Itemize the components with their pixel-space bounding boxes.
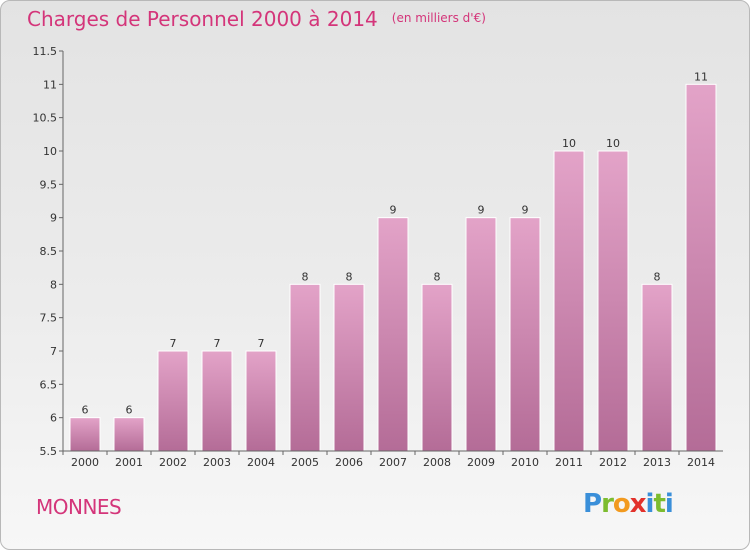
bar-2003 xyxy=(201,350,233,452)
y-tick-label: 6.5 xyxy=(40,378,58,391)
data-label-2001: 6 xyxy=(126,404,133,417)
bar-2001 xyxy=(113,417,145,452)
chart-title-text: Charges de Personnel 2000 à 2014 xyxy=(27,7,378,31)
x-tick-label: 2006 xyxy=(335,456,363,469)
bar-2008 xyxy=(421,283,453,452)
x-tick-label: 2012 xyxy=(599,456,627,469)
bar-2007 xyxy=(377,217,409,452)
y-tick-label: 6 xyxy=(50,412,57,425)
y-tick-label: 10.5 xyxy=(33,112,58,125)
x-tick-label: 2010 xyxy=(511,456,539,469)
x-tick-label: 2000 xyxy=(71,456,99,469)
y-tick-label: 9.5 xyxy=(40,178,58,191)
x-tick-label: 2005 xyxy=(291,456,319,469)
x-tick-label: 2002 xyxy=(159,456,187,469)
x-tick-label: 2003 xyxy=(203,456,231,469)
axes-group: 2000 2001 2002 2003 2004 2005 2006 2007 2008 2009… xyxy=(33,45,723,469)
proxiti-logo: Proxiti xyxy=(583,489,674,519)
data-label-2003: 7 xyxy=(214,337,221,350)
bar-2000 xyxy=(69,417,101,452)
x-tick-label: 2013 xyxy=(643,456,671,469)
y-tick-label: 9 xyxy=(50,212,57,225)
data-label-2010: 9 xyxy=(522,204,529,217)
data-label-2006: 8 xyxy=(346,270,353,283)
commune-name: MONNES xyxy=(36,495,122,519)
x-tick-label: 2004 xyxy=(247,456,275,469)
bars-group: 6 6 7 7 7 8 8 9 8 9 9 10 10 8 11 xyxy=(69,70,717,452)
data-label-2012: 10 xyxy=(606,137,620,150)
data-label-2011: 10 xyxy=(562,137,576,150)
bar-2010 xyxy=(509,217,541,452)
bar-2011 xyxy=(553,150,585,452)
data-label-2009: 9 xyxy=(478,204,485,217)
bar-2013 xyxy=(641,283,673,452)
chart-subtitle: (en milliers d'€) xyxy=(391,11,486,25)
x-tick-label: 2011 xyxy=(555,456,583,469)
data-label-2014: 11 xyxy=(694,70,708,83)
y-tick-label: 7.5 xyxy=(40,312,58,325)
bar-2009 xyxy=(465,217,497,452)
bar-2005 xyxy=(289,283,321,452)
data-label-2008: 8 xyxy=(434,270,441,283)
data-label-2013: 8 xyxy=(654,270,661,283)
y-tick-label: 8.5 xyxy=(40,245,58,258)
y-tick-label: 10 xyxy=(43,145,57,158)
x-tick-label: 2009 xyxy=(467,456,495,469)
y-tick-label: 11.5 xyxy=(33,45,58,58)
bar-2004 xyxy=(245,350,277,452)
y-tick-label: 5.5 xyxy=(40,445,58,458)
y-tick-label: 8 xyxy=(50,278,57,291)
data-label-2004: 7 xyxy=(258,337,265,350)
y-tick-label: 7 xyxy=(50,345,57,358)
x-tick-label: 2007 xyxy=(379,456,407,469)
y-tick-label: 11 xyxy=(43,78,57,91)
data-label-2007: 9 xyxy=(390,204,397,217)
bar-2002 xyxy=(157,350,189,452)
data-label-2002: 7 xyxy=(170,337,177,350)
data-label-2000: 6 xyxy=(82,404,89,417)
x-tick-label: 2008 xyxy=(423,456,451,469)
bar-2012 xyxy=(597,150,629,452)
x-tick-label: 2014 xyxy=(687,456,715,469)
bar-2006 xyxy=(333,283,365,452)
x-tick-label: 2001 xyxy=(115,456,143,469)
bar-2014 xyxy=(685,83,717,452)
chart-title: Charges de Personnel 2000 à 2014 (en mill… xyxy=(27,7,486,31)
data-label-2005: 8 xyxy=(302,270,309,283)
